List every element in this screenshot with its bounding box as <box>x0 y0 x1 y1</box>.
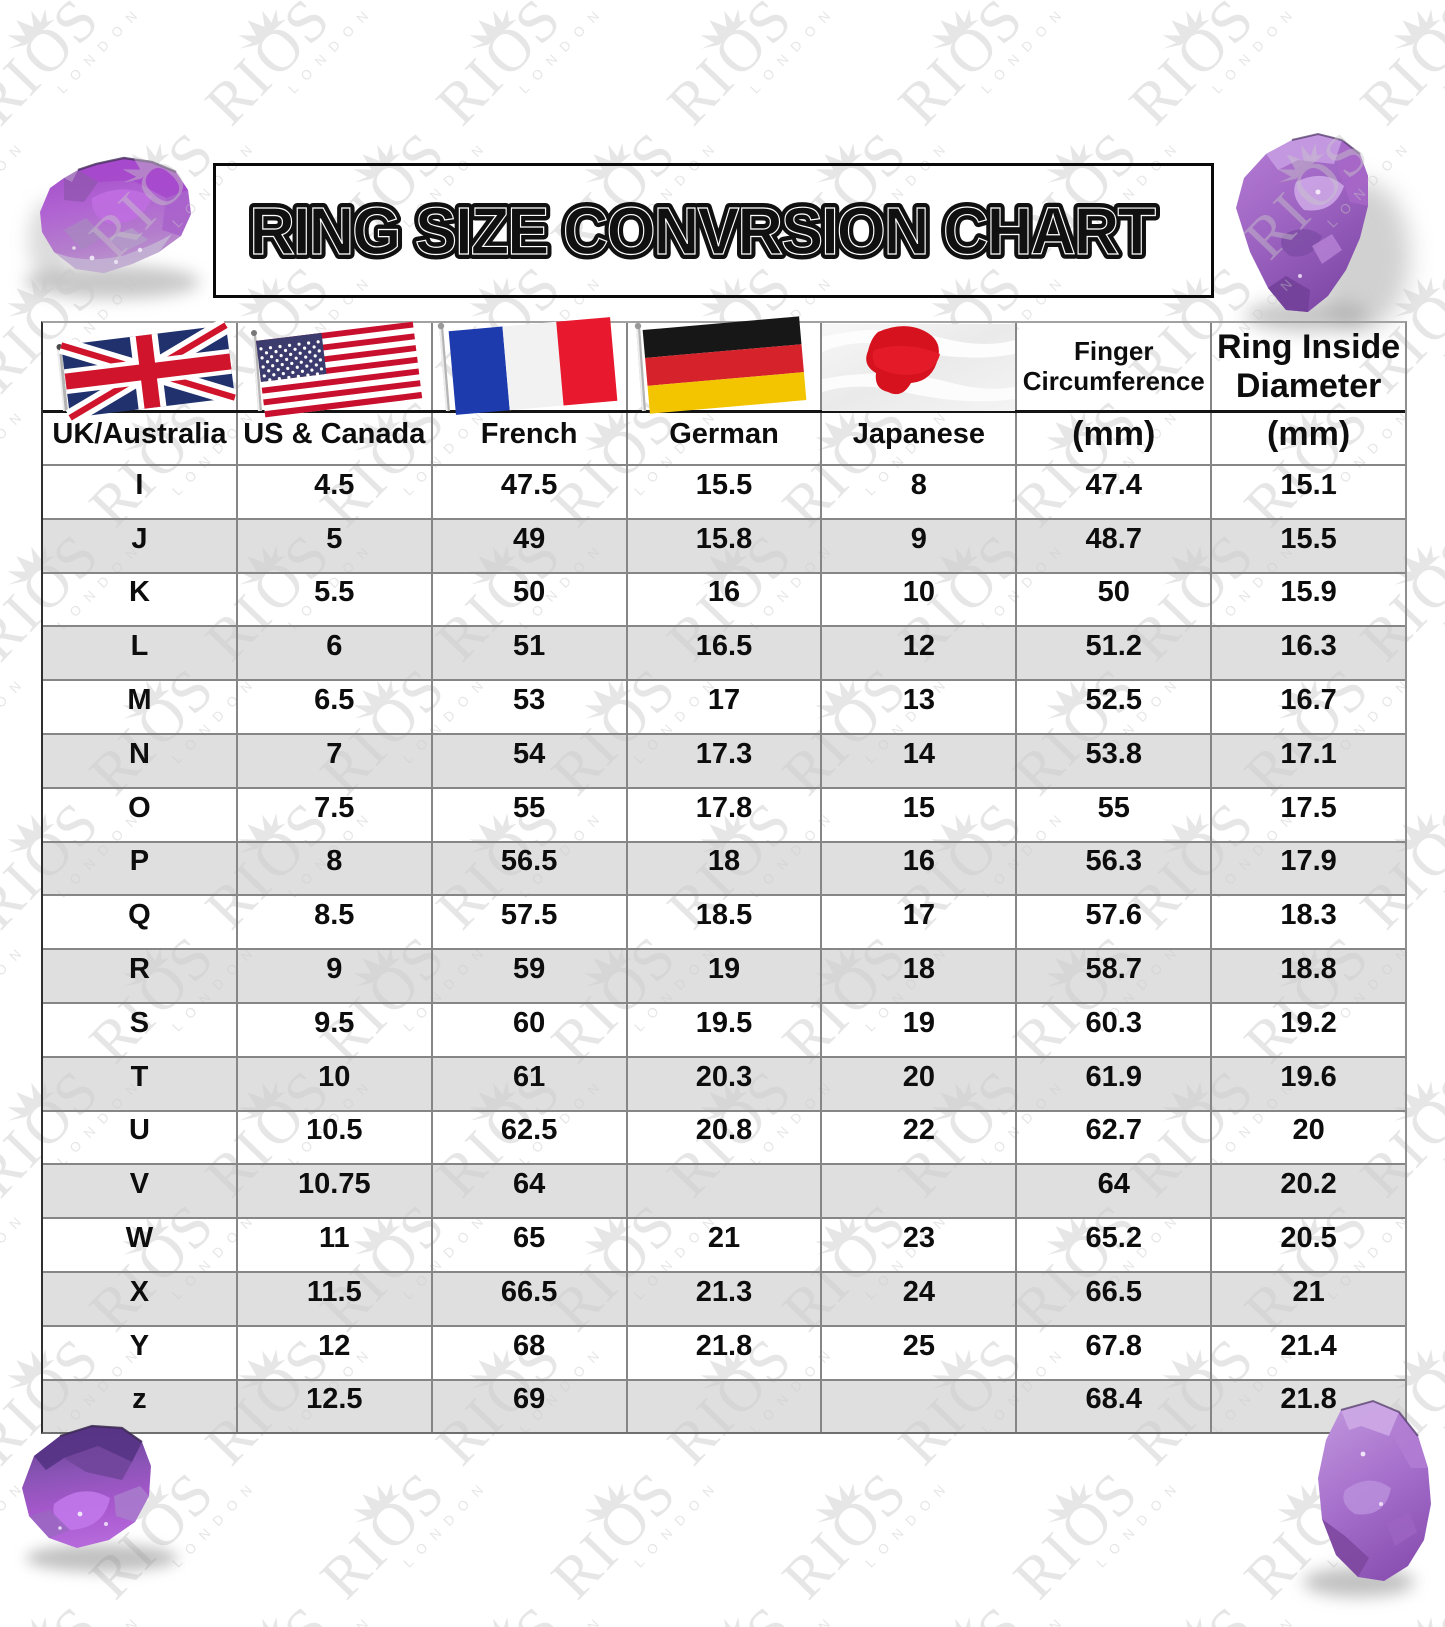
svg-text:RING SIZE CONVRSION CHART: RING SIZE CONVRSION CHART <box>249 193 1156 268</box>
